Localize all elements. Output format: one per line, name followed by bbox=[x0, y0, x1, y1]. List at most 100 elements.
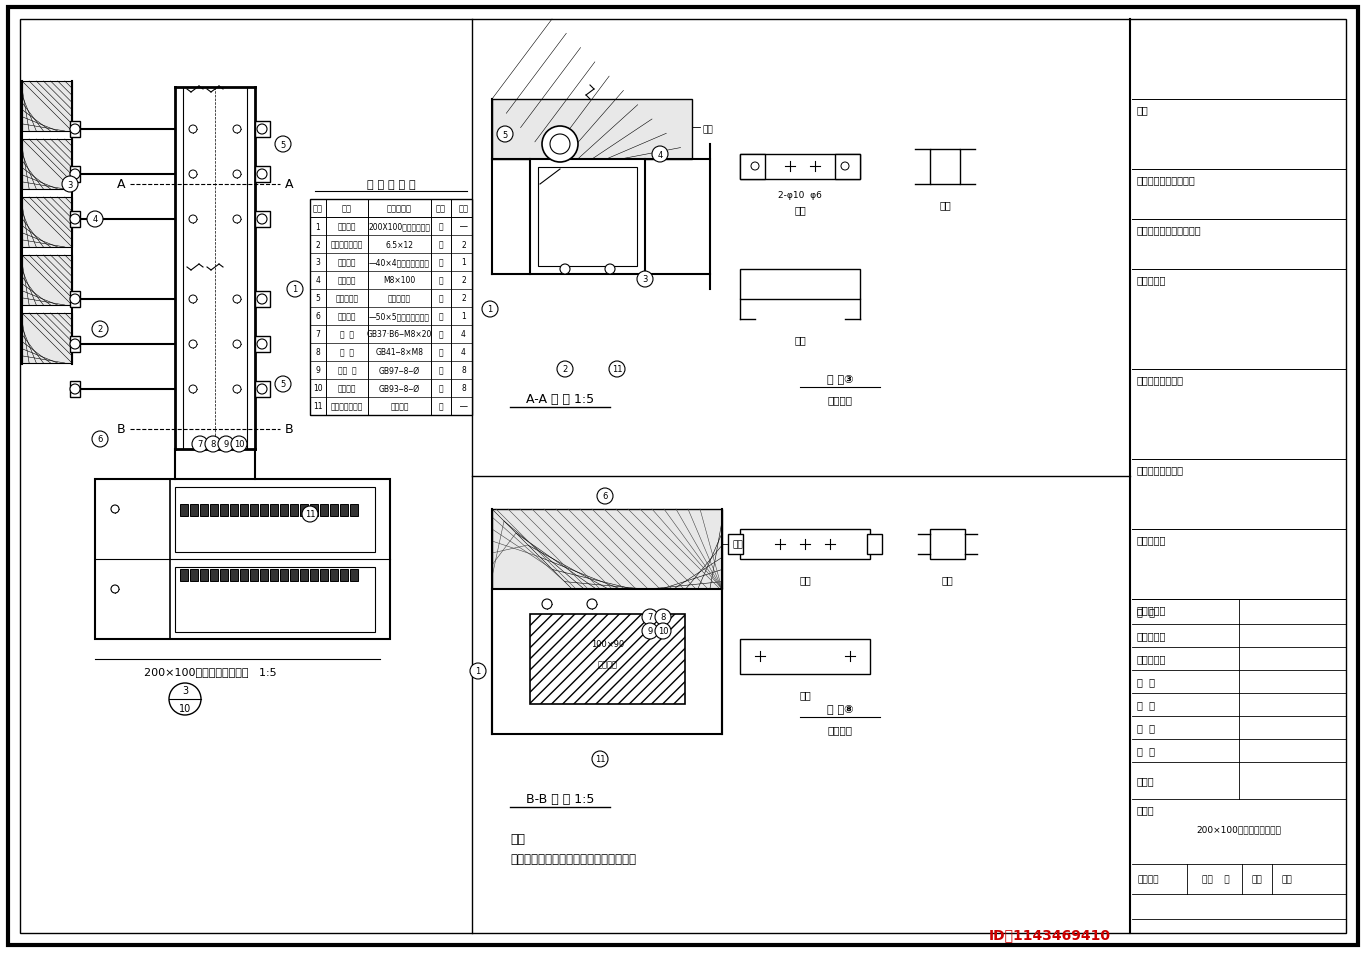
Bar bbox=[22, 198, 72, 248]
Bar bbox=[310, 504, 318, 517]
Circle shape bbox=[231, 436, 247, 453]
Text: ―: ― bbox=[460, 222, 467, 232]
Text: 墙体: 墙体 bbox=[732, 540, 743, 549]
Text: 11: 11 bbox=[313, 402, 322, 411]
Text: 专业负责人: 专业负责人 bbox=[1137, 654, 1167, 664]
Text: 4: 4 bbox=[462, 348, 466, 357]
Circle shape bbox=[587, 599, 597, 609]
Circle shape bbox=[302, 506, 318, 522]
Text: 侧视: 侧视 bbox=[941, 575, 953, 584]
Bar bbox=[320, 504, 328, 517]
Text: 米: 米 bbox=[438, 222, 444, 232]
Bar bbox=[728, 535, 743, 555]
Bar bbox=[350, 569, 358, 581]
Text: 10: 10 bbox=[234, 440, 245, 449]
Bar bbox=[175, 488, 376, 553]
Bar bbox=[530, 160, 645, 274]
Text: B: B bbox=[116, 423, 126, 436]
Text: 1: 1 bbox=[475, 667, 481, 676]
Bar bbox=[240, 569, 249, 581]
Text: 工程编号: 工程编号 bbox=[1137, 875, 1158, 883]
Circle shape bbox=[234, 215, 240, 224]
Bar bbox=[740, 154, 765, 180]
Bar bbox=[175, 567, 376, 633]
Circle shape bbox=[257, 294, 266, 305]
Circle shape bbox=[542, 127, 578, 163]
Bar bbox=[930, 150, 960, 185]
Text: www.znzmo.com: www.znzmo.com bbox=[193, 456, 307, 542]
Text: GB93‒8‒Ø: GB93‒8‒Ø bbox=[378, 384, 421, 393]
Circle shape bbox=[234, 126, 240, 133]
Circle shape bbox=[189, 215, 197, 224]
Circle shape bbox=[70, 214, 81, 225]
Circle shape bbox=[275, 376, 291, 393]
Text: 套: 套 bbox=[438, 313, 444, 321]
Bar bbox=[255, 167, 270, 183]
Circle shape bbox=[550, 135, 570, 154]
Circle shape bbox=[70, 294, 81, 305]
Circle shape bbox=[92, 322, 108, 337]
Circle shape bbox=[605, 265, 615, 274]
Circle shape bbox=[61, 177, 78, 193]
Circle shape bbox=[497, 127, 514, 143]
Bar bbox=[260, 504, 268, 517]
Bar bbox=[340, 504, 348, 517]
Text: 个: 个 bbox=[438, 276, 444, 285]
Text: 个: 个 bbox=[438, 366, 444, 375]
Text: 金属线槽: 金属线槽 bbox=[337, 222, 357, 232]
Circle shape bbox=[189, 126, 197, 133]
Text: 1: 1 bbox=[462, 313, 466, 321]
Text: 2: 2 bbox=[462, 294, 466, 303]
Bar bbox=[190, 569, 198, 581]
Text: 弹簧巧圈: 弹簧巧圈 bbox=[337, 384, 357, 393]
Circle shape bbox=[609, 361, 626, 377]
Circle shape bbox=[234, 171, 240, 179]
Text: 动力屏屏配电箱: 动力屏屏配电箱 bbox=[331, 402, 363, 411]
Text: 序号: 序号 bbox=[313, 204, 322, 213]
Bar bbox=[331, 569, 337, 581]
Text: 零 件⑧: 零 件⑧ bbox=[826, 704, 854, 714]
Text: 工程名称：: 工程名称： bbox=[1137, 535, 1167, 544]
Text: 个: 个 bbox=[438, 348, 444, 357]
Bar bbox=[96, 479, 391, 639]
Text: 褒  号: 褒 号 bbox=[340, 348, 354, 357]
Bar bbox=[255, 292, 270, 308]
Text: 注册建筑师执业章: 注册建筑师执业章 bbox=[1137, 375, 1184, 385]
Text: 弹槽托架: 弹槽托架 bbox=[828, 395, 852, 405]
Text: 个: 个 bbox=[438, 240, 444, 250]
Text: —50×5（热度锆弧制）: —50×5（热度锆弧制） bbox=[369, 313, 430, 321]
Text: 200×100金属线槽垂直安装: 200×100金属线槽垂直安装 bbox=[1197, 824, 1281, 834]
Bar bbox=[190, 504, 198, 517]
Text: 5: 5 bbox=[280, 140, 285, 150]
Text: 3: 3 bbox=[642, 275, 647, 284]
Bar bbox=[210, 569, 219, 581]
Text: 2: 2 bbox=[563, 365, 568, 375]
Text: 1: 1 bbox=[488, 305, 493, 314]
Circle shape bbox=[219, 436, 234, 453]
Bar bbox=[70, 292, 81, 308]
Circle shape bbox=[257, 214, 266, 225]
Circle shape bbox=[169, 683, 201, 716]
Circle shape bbox=[70, 385, 81, 395]
Text: 6: 6 bbox=[316, 313, 321, 321]
Circle shape bbox=[92, 432, 108, 448]
Circle shape bbox=[70, 339, 81, 350]
Text: 10: 10 bbox=[179, 703, 191, 713]
Text: 建设单位：: 建设单位： bbox=[1137, 604, 1167, 615]
Text: 日期: 日期 bbox=[1283, 875, 1292, 883]
Text: 1: 1 bbox=[292, 285, 298, 294]
Text: A-A 剖 面 1:5: A-A 剖 面 1:5 bbox=[526, 393, 594, 406]
Text: 审  定: 审 定 bbox=[1137, 607, 1156, 617]
Text: 2: 2 bbox=[462, 240, 466, 250]
Text: 备注: 备注 bbox=[1137, 105, 1149, 115]
Circle shape bbox=[257, 339, 266, 350]
Bar bbox=[250, 569, 258, 581]
Text: 2: 2 bbox=[97, 325, 102, 335]
Text: GB41‒8×M8: GB41‒8×M8 bbox=[376, 348, 423, 357]
Bar bbox=[229, 504, 238, 517]
Bar bbox=[492, 510, 723, 589]
Circle shape bbox=[111, 585, 119, 594]
Bar bbox=[301, 569, 307, 581]
Circle shape bbox=[189, 340, 197, 349]
Text: 1: 1 bbox=[462, 258, 466, 267]
